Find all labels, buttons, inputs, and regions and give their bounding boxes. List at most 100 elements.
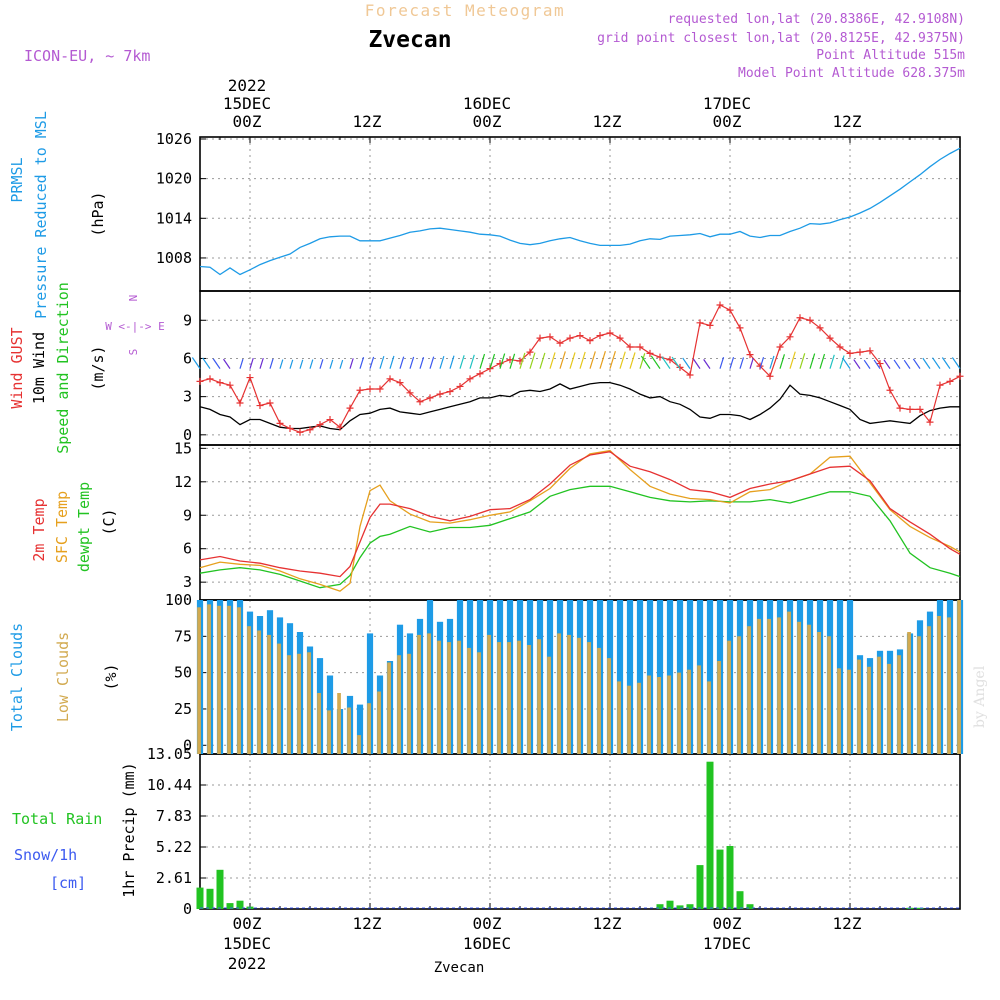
low-cloud-bar <box>807 624 811 754</box>
wind-direction-arrow <box>819 353 826 369</box>
wind-direction-arrow <box>329 359 334 369</box>
wind-direction-arrow <box>279 359 284 369</box>
rain-bar <box>216 869 224 909</box>
low-cloud-bar <box>927 626 931 754</box>
y-tick-label: 9 <box>183 311 192 329</box>
total-cloud-bar <box>616 600 624 754</box>
gust-marker <box>796 314 804 322</box>
low-cloud-bar <box>367 703 371 754</box>
wind-direction-arrow <box>903 359 911 369</box>
low-cloud-bar <box>507 642 511 754</box>
gust-marker <box>326 416 334 424</box>
gust-marker <box>456 382 464 390</box>
wind-direction-arrow <box>853 359 861 369</box>
y-tick-label: 10.44 <box>147 776 192 794</box>
pressure-ylabel-1: PRMSL <box>8 157 26 202</box>
y-tick-label: 0 <box>183 736 192 754</box>
rain-bar <box>656 904 664 909</box>
low-cloud-bar <box>397 655 401 754</box>
wind-direction-arrow <box>609 351 616 369</box>
gust-marker <box>346 404 354 412</box>
y-tick-label: 100 <box>165 591 192 609</box>
gust-marker <box>406 389 414 397</box>
wind-direction-arrow <box>779 354 786 369</box>
wind-direction-arrow <box>682 357 691 369</box>
gust-marker <box>316 421 324 429</box>
rain-bar <box>226 903 234 909</box>
gust-marker <box>286 424 294 432</box>
top-time-label: 00Z <box>233 112 262 131</box>
y-tick-label: 2.61 <box>156 869 192 887</box>
rain-bar <box>676 905 684 909</box>
low-cloud-bar <box>387 662 391 754</box>
wind-direction-arrow <box>191 357 201 369</box>
gust-marker <box>956 372 964 380</box>
wind-direction-arrow <box>789 351 796 369</box>
wind-direction-arrow <box>873 359 881 369</box>
precip-label-snow: Snow/1h <box>14 846 77 864</box>
gust-marker <box>646 349 654 357</box>
y-tick-label: 75 <box>174 627 192 645</box>
gust-marker <box>556 339 564 347</box>
gust-marker <box>666 356 674 364</box>
gust-marker <box>816 324 824 332</box>
wind-direction-arrow <box>202 357 211 369</box>
gust-marker <box>946 377 954 385</box>
gust-marker <box>366 385 374 393</box>
gust-marker <box>706 321 714 329</box>
low-cloud-bar <box>877 656 881 754</box>
y-tick-label: 1026 <box>156 130 192 148</box>
point-altitude: Point Altitude 515m <box>816 48 965 63</box>
wind-direction-arrow <box>299 359 304 369</box>
y-tick-label: 3 <box>183 388 192 406</box>
gust-marker <box>236 399 244 407</box>
gust-marker <box>696 319 704 327</box>
y-tick-label: 1008 <box>156 249 192 267</box>
wind-ylabel-wind: 10m Wind <box>30 332 48 404</box>
gust-marker <box>886 386 894 394</box>
low-cloud-bar <box>767 618 771 754</box>
rain-bar <box>196 887 204 909</box>
wind-direction-arrow <box>729 356 735 369</box>
top-time-label: 16DEC <box>463 94 511 113</box>
bottom-time-label: 15DEC <box>223 934 271 953</box>
top-time-label: 17DEC <box>703 94 751 113</box>
wind-direction-arrow <box>640 355 651 369</box>
low-cloud-bar <box>337 693 341 754</box>
gust-marker <box>196 377 204 385</box>
low-cloud-bar <box>457 640 461 754</box>
gust-marker <box>426 394 434 402</box>
wind-direction-arrow <box>369 356 375 369</box>
wind-direction-arrow <box>839 355 845 369</box>
low-cloud-bar <box>797 621 801 754</box>
bottom-time-label: 16DEC <box>463 934 511 953</box>
credit: by Angel <box>972 665 988 728</box>
supertitle: Forecast Meteogram <box>365 1 565 20</box>
low-cloud-bar <box>657 677 661 754</box>
cloud-ylabel-low: Low Clouds <box>54 632 72 722</box>
cloud-unit: (%) <box>102 663 120 690</box>
wind-direction-arrow <box>429 356 435 369</box>
dewpoint-line <box>199 485 961 589</box>
precip-label-unit: [cm] <box>50 874 86 892</box>
gust-marker <box>616 334 624 342</box>
low-cloud-bar <box>917 636 921 754</box>
gust-marker <box>336 423 344 431</box>
gust-marker <box>546 333 554 341</box>
wind-direction-arrow <box>749 357 754 369</box>
wind-direction-arrow <box>922 357 931 369</box>
wind-ylabel-gust: Wind GUST <box>8 327 26 408</box>
wind-ylabel-direction: Speed and Direction <box>54 282 72 454</box>
low-cloud-bar <box>217 605 221 754</box>
compass-s: S <box>127 349 140 356</box>
rain-bar <box>736 891 744 909</box>
gust-marker <box>736 324 744 332</box>
low-cloud-bar <box>777 617 781 754</box>
gust-marker <box>376 385 384 393</box>
gust-marker <box>466 375 474 383</box>
gust-marker <box>266 399 274 407</box>
rain-bar <box>726 846 734 909</box>
low-cloud-bar <box>227 605 231 754</box>
y-tick-label: 0 <box>183 900 192 918</box>
panel-frame <box>199 753 961 910</box>
